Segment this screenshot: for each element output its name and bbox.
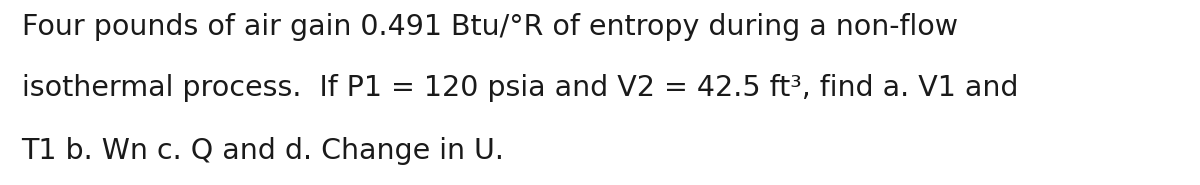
Text: T1 b. Wn c. Q and d. Change in U.: T1 b. Wn c. Q and d. Change in U. <box>22 137 505 165</box>
Text: Four pounds of air gain 0.491 Btu/°R of entropy during a non-flow: Four pounds of air gain 0.491 Btu/°R of … <box>22 13 958 41</box>
Text: isothermal process.  If P1 = 120 psia and V2 = 42.5 ft³, find a. V1 and: isothermal process. If P1 = 120 psia and… <box>22 74 1018 102</box>
